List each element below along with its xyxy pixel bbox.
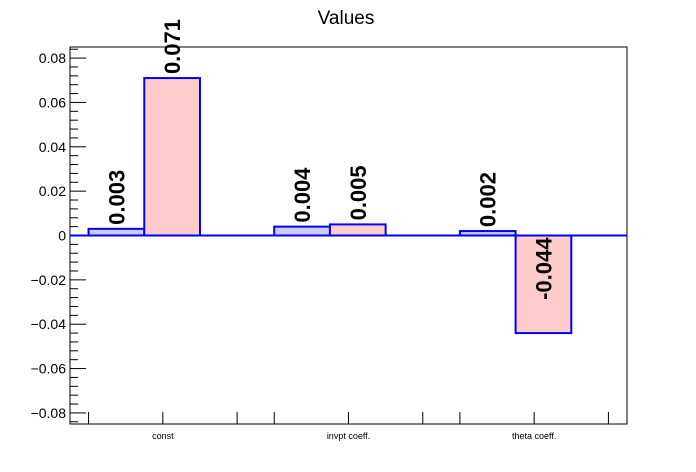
bar-value-label: 0.003	[104, 170, 129, 225]
bar-series-1	[273, 225, 331, 237]
bar-series-2	[328, 223, 387, 237]
chart-title: Values	[318, 8, 375, 29]
bar-value-label: 0.004	[290, 167, 315, 223]
bar-value-label: 0.002	[476, 172, 501, 227]
bars	[87, 77, 573, 335]
bar-value-label: 0.071	[160, 19, 185, 74]
data-labels: 0.003 0.004 0.002 0.071 0.005 -0.044	[104, 19, 556, 300]
x-category-label: invpt coeff.	[327, 431, 370, 441]
y-tick-label: −0.08	[31, 405, 67, 421]
bar-value-label: 0.005	[346, 165, 371, 220]
bar-series-2	[143, 77, 201, 237]
y-tick-label: 0.06	[39, 94, 66, 110]
x-category-label: const	[152, 431, 174, 441]
bar-series-2	[514, 234, 573, 335]
bar-value-label: -0.044	[531, 237, 556, 300]
y-tick-label: 0	[58, 228, 66, 244]
x-category-label: theta coeff.	[512, 431, 556, 441]
y-tick-label: −0.06	[31, 361, 67, 377]
y-tick-label: 0.02	[39, 183, 66, 199]
y-tick-label: −0.04	[31, 316, 67, 332]
y-tick-label: 0.08	[39, 50, 66, 66]
y-tick-label: −0.02	[31, 272, 67, 288]
x-axis: const invpt coeff. theta coeff.	[88, 412, 609, 441]
y-tick-label: 0.04	[39, 139, 66, 155]
